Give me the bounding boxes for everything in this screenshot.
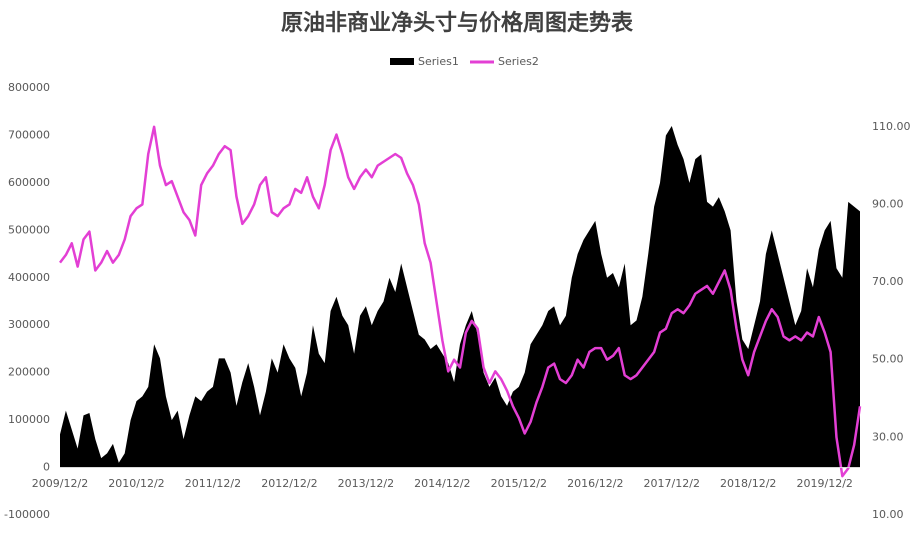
x-tick-label: 2013/12/2	[338, 477, 394, 490]
y-tick-label: 400000	[8, 271, 50, 284]
y-tick-label: 500000	[8, 223, 50, 236]
x-tick-label: 2019/12/2	[797, 477, 853, 490]
y-tick-label: 0	[43, 461, 50, 474]
y2-tick-label: 90.00	[872, 197, 904, 210]
y2-tick-label: 10.00	[872, 508, 904, 521]
y-tick-label: 800000	[8, 81, 50, 94]
y-tick-label: 100000	[8, 413, 50, 426]
y-tick-label: 200000	[8, 366, 50, 379]
x-tick-label: 2016/12/2	[567, 477, 623, 490]
y-tick-label: 700000	[8, 128, 50, 141]
y2-tick-label: 50.00	[872, 353, 904, 366]
x-tick-label: 2012/12/2	[261, 477, 317, 490]
y-tick-label: -100000	[4, 508, 50, 521]
y2-tick-label: 30.00	[872, 430, 904, 443]
legend-swatch	[390, 58, 414, 65]
chart-title: 原油非商业净头寸与价格周图走势表	[281, 10, 634, 36]
y-tick-label: 600000	[8, 176, 50, 189]
x-tick-label: 2010/12/2	[108, 477, 164, 490]
y2-tick-label: 110.00	[872, 120, 911, 133]
x-tick-label: 2015/12/2	[491, 477, 547, 490]
legend-label: Series2	[498, 55, 539, 68]
line	[59, 125, 862, 478]
area	[60, 125, 860, 468]
x-tick-label: 2009/12/2	[32, 477, 88, 490]
x-tick-label: 2011/12/2	[185, 477, 241, 490]
x-tick-label: 2017/12/2	[644, 477, 700, 490]
legend-label: Series1	[418, 55, 459, 68]
y-tick-label: 300000	[8, 318, 50, 331]
x-tick-label: 2014/12/2	[414, 477, 470, 490]
x-tick-label: 2018/12/2	[720, 477, 776, 490]
y2-tick-label: 70.00	[872, 275, 904, 288]
